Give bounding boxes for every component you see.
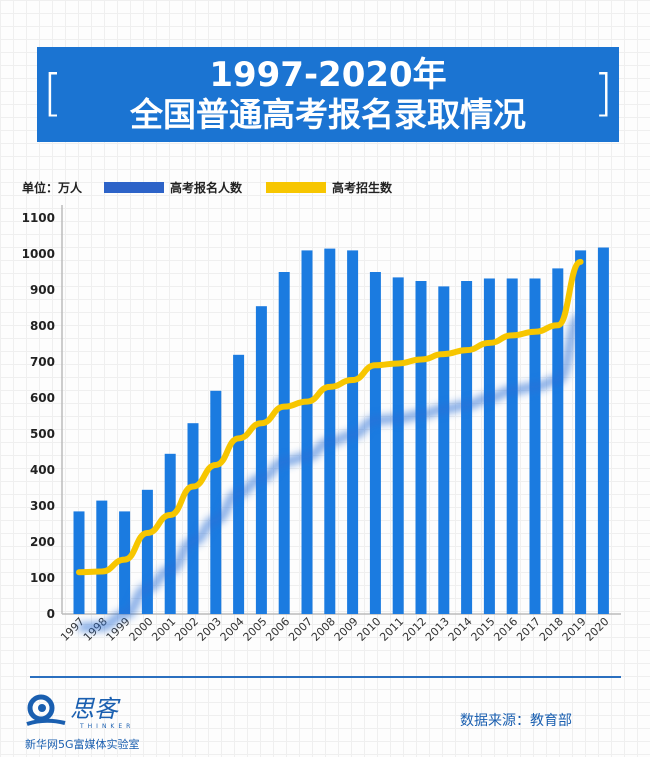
bar-2020 [597, 247, 609, 614]
bar-2006 [278, 272, 290, 614]
bracket-left: [ [43, 64, 63, 122]
bar-1997 [73, 511, 85, 614]
title-line1: 1997-2020年 [209, 55, 447, 95]
legend: 单位：万人 高考报名人数 高考招生数 [22, 179, 392, 196]
x-tick-label: 2010 [355, 615, 384, 644]
y-tick-label: 1000 [22, 247, 55, 261]
x-tick-label: 2009 [332, 615, 361, 644]
bar-2001 [164, 453, 176, 614]
legend-swatch-line [266, 182, 327, 193]
y-tick-label: 400 [30, 463, 55, 477]
title-banner: [ ] 1997-2020年 全国普通高考报名录取情况 [37, 47, 619, 142]
footer-divider [30, 676, 621, 678]
bar-2014 [461, 281, 473, 614]
bar-2016 [506, 278, 518, 614]
y-tick-label: 700 [30, 355, 55, 369]
x-tick-label: 2011 [377, 615, 406, 644]
bar-2013 [438, 286, 450, 614]
x-tick-label: 2006 [263, 615, 292, 644]
x-tick-label: 2019 [560, 615, 589, 644]
bar-2019 [575, 250, 587, 614]
x-tick-label: 2000 [127, 615, 156, 644]
y-tick-label: 800 [30, 319, 55, 333]
x-tick-label: 2018 [537, 615, 566, 644]
x-tick-label: 2007 [286, 615, 315, 644]
data-source: 数据来源：教育部 [460, 713, 572, 729]
x-tick-label: 2013 [423, 615, 452, 644]
bar-2015 [483, 278, 495, 614]
y-tick-label: 100 [30, 571, 55, 585]
title-line2: 全国普通高考报名录取情况 [130, 95, 526, 134]
bracket-right: ] [593, 64, 613, 122]
y-tick-label: 1100 [22, 211, 55, 225]
svg-text:思客: 思客 [70, 695, 121, 723]
legend-label-bar: 高考报名人数 [170, 181, 243, 195]
bar-2002 [187, 423, 199, 614]
bar-2010 [369, 272, 381, 614]
bar-2004 [233, 354, 245, 614]
bar-2017 [529, 278, 541, 614]
svg-text:THINKER: THINKER [79, 723, 134, 730]
x-tick-label: 2016 [491, 615, 520, 644]
x-tick-label: 2020 [583, 615, 612, 644]
x-tick-label: 2002 [172, 615, 201, 644]
y-tick-label: 900 [30, 283, 55, 297]
x-tick-label: 2004 [218, 615, 247, 644]
y-tick-label: 500 [30, 427, 55, 441]
x-tick-label: 2005 [241, 615, 270, 644]
x-tick-label: 2001 [149, 615, 178, 644]
bar-2012 [415, 281, 427, 614]
legend-swatch-bar [104, 182, 165, 193]
x-tick-label: 2014 [446, 615, 475, 644]
x-tick-label: 2003 [195, 615, 224, 644]
bar-2003 [210, 390, 222, 614]
bar-1999 [119, 511, 131, 614]
y-tick-label: 0 [47, 607, 55, 621]
thinker-logo: 思客 THINKER [25, 690, 135, 730]
y-tick-label: 300 [30, 499, 55, 513]
line-shadow [78, 312, 583, 632]
x-tick-label: 2015 [469, 615, 498, 644]
y-tick-label: 200 [30, 535, 55, 549]
y-tick-label: 600 [30, 391, 55, 405]
bar-1998 [96, 500, 108, 614]
x-tick-label: 2008 [309, 615, 338, 644]
bar-2008 [324, 248, 336, 614]
unit-label: 单位：万人 [22, 181, 83, 195]
legend-label-line: 高考招生数 [332, 181, 393, 195]
bar-2011 [392, 277, 404, 614]
bar-2007 [301, 250, 313, 614]
lab-name: 新华网5G富媒体实验室 [25, 738, 140, 751]
chart: 0100200300400500600700800900100011001997… [22, 205, 621, 644]
x-tick-label: 2017 [514, 615, 543, 644]
bar-2000 [141, 489, 153, 614]
x-tick-label: 2012 [400, 615, 429, 644]
bar-2018 [552, 268, 564, 614]
bar-2005 [255, 306, 267, 614]
